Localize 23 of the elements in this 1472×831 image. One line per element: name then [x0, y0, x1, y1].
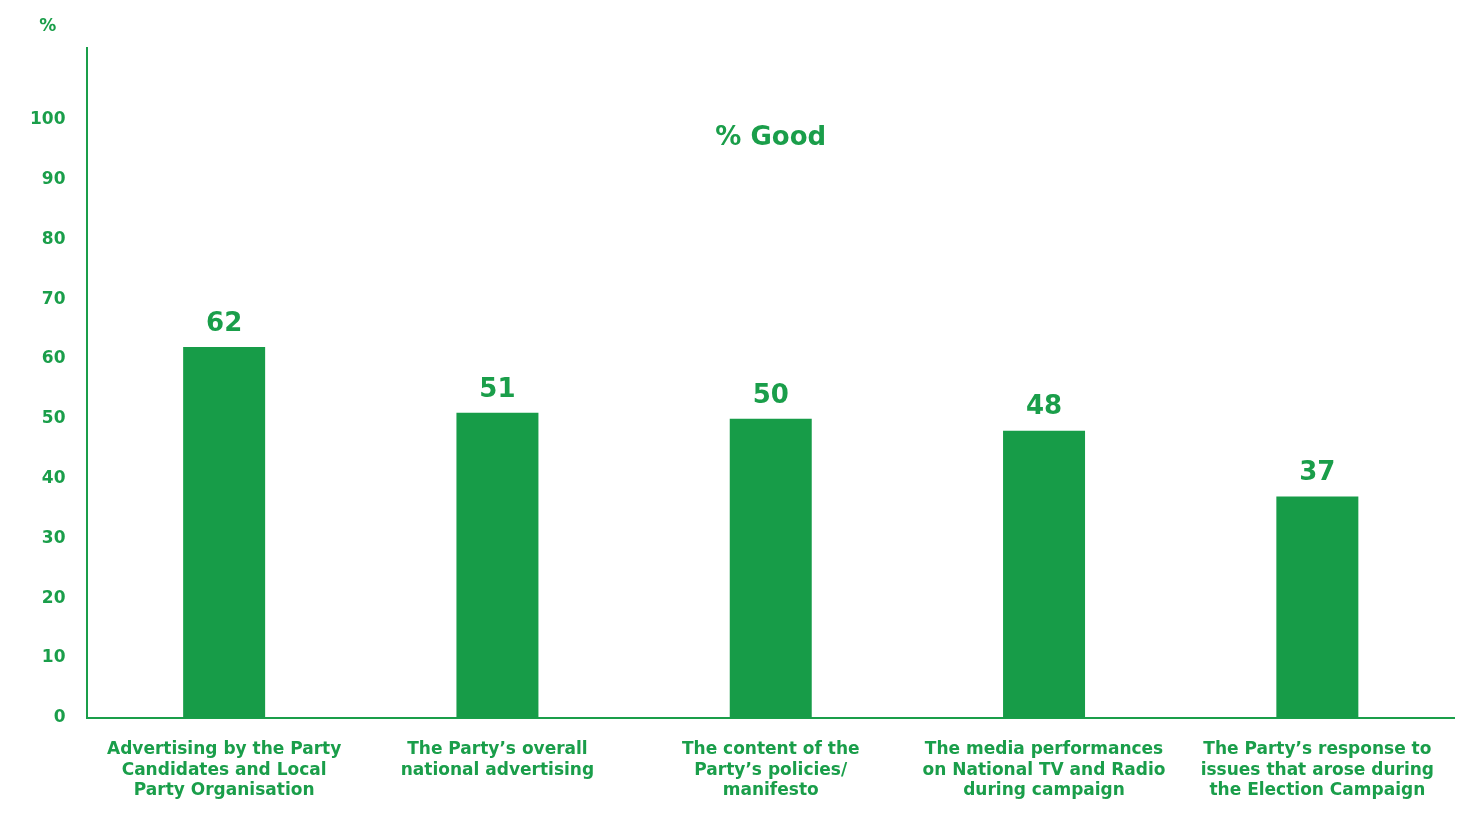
data-label: 37	[1299, 456, 1336, 487]
y-tick-label: 20	[41, 586, 66, 607]
data-label: 50	[752, 378, 789, 409]
y-tick-label: 90	[41, 167, 66, 188]
x-tick-label: The content of the Party’s policies/ manifesto	[681, 738, 860, 800]
y-tick-label: 80	[41, 227, 66, 248]
y-tick-label: 60	[41, 347, 66, 368]
y-tick-label: 0	[53, 706, 66, 727]
y-axis-title: %	[39, 14, 57, 35]
x-tick-label: The Party’s overall national advertising	[400, 738, 595, 779]
data-label: 51	[479, 372, 516, 403]
data-label: 48	[1025, 390, 1063, 421]
x-tick-label: Advertising by the Party Candidates and Local Party Organisation	[106, 738, 342, 800]
y-tick-label: 100	[29, 108, 66, 129]
y-tick-label: 30	[41, 526, 66, 547]
y-tick-label: 40	[41, 467, 66, 488]
y-tick-label: 70	[41, 287, 66, 308]
data-label: 62	[206, 306, 243, 337]
x-tick-label: The Party’s response to issues that arose during the Election Campaign	[1200, 738, 1435, 800]
text: % Good	[715, 120, 827, 151]
y-tick-label: 10	[41, 646, 66, 667]
x-tick-label: The media performances on National TV and Radio during campaign	[922, 738, 1166, 800]
y-tick-label: 50	[41, 407, 66, 428]
